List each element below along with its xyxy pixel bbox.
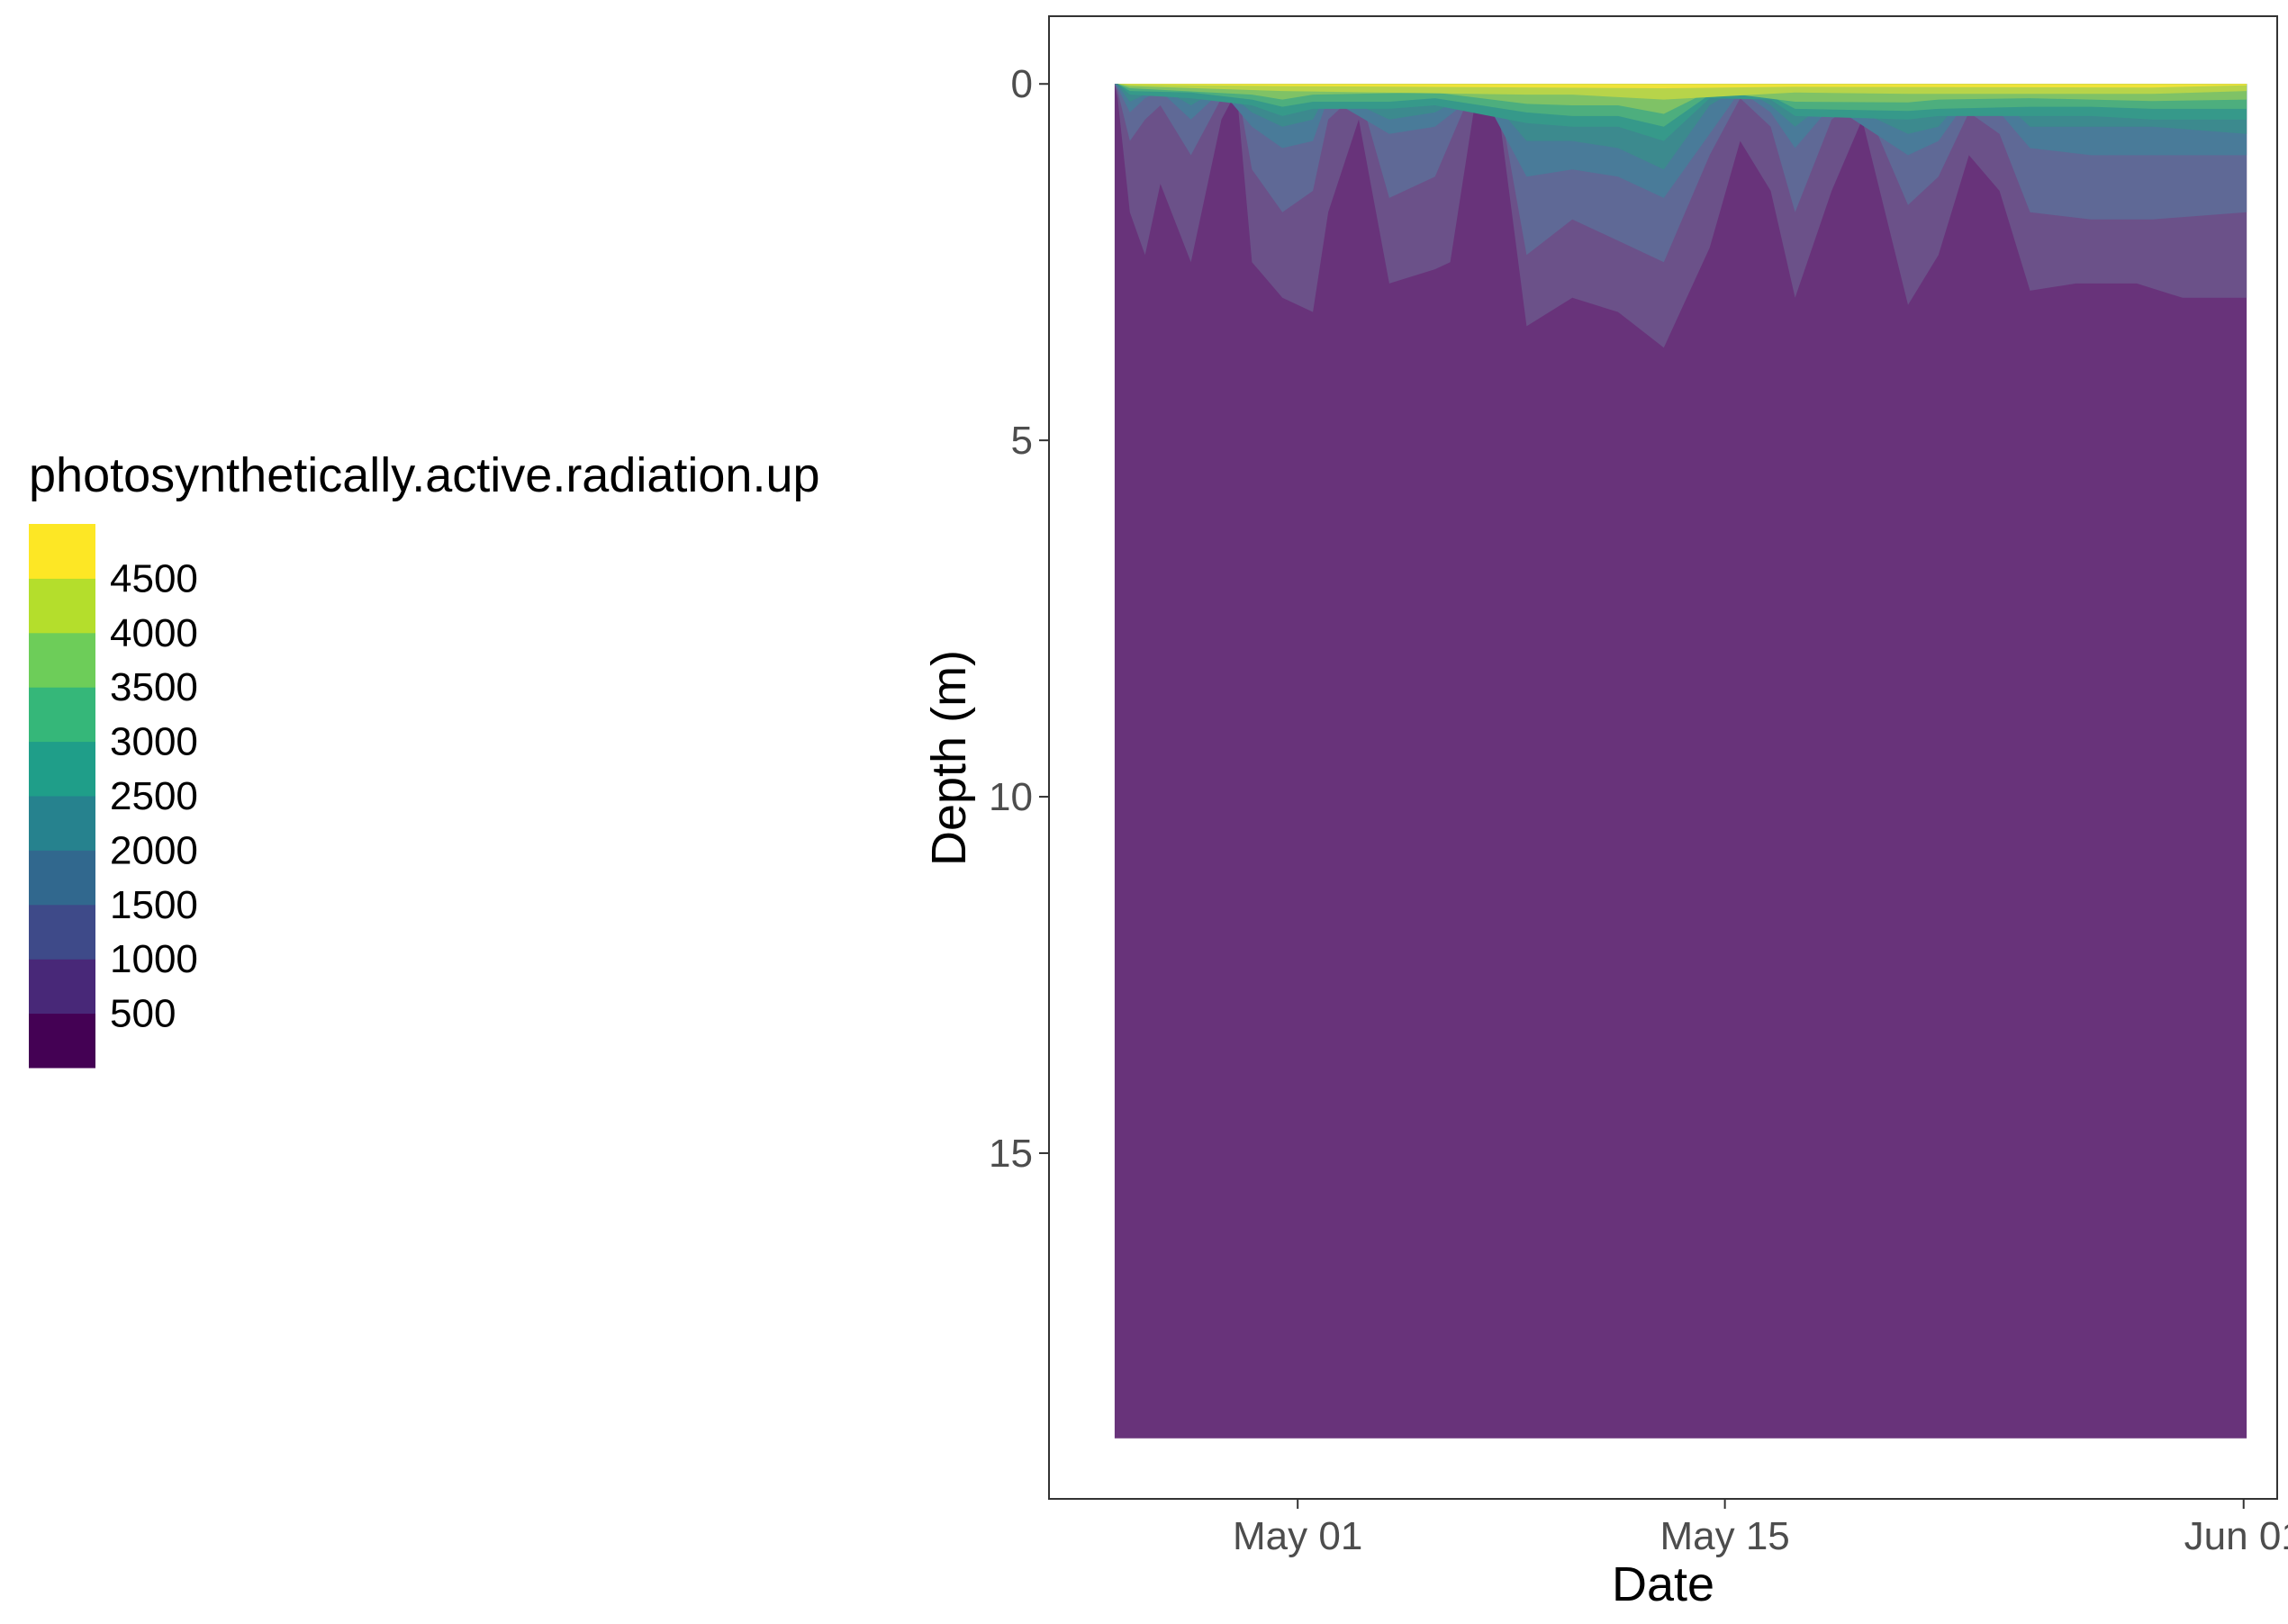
- legend-swatch: [29, 632, 95, 688]
- legend-labels: 4500 4000 3500 3000 2500 2000 1500 1000 500: [110, 556, 198, 1035]
- legend-swatch: [29, 741, 95, 797]
- legend-colorbar: [29, 524, 95, 1069]
- y-axis: 0 5 10 15: [989, 62, 1049, 1176]
- y-tick-label: 10: [989, 775, 1033, 819]
- legend-label: 2500: [110, 774, 198, 818]
- legend-label: 500: [110, 992, 176, 1036]
- plot-panel: [1048, 15, 2278, 1500]
- legend-swatch: [29, 524, 95, 579]
- contour-band-0: [1114, 84, 2247, 1439]
- contour-band-4500: [1114, 84, 2247, 88]
- legend-label: 3500: [110, 665, 198, 709]
- legend: photosynthetically.active.radiation.up 4…: [29, 448, 820, 1069]
- legend-swatch: [29, 959, 95, 1015]
- x-tick-label: May 15: [1659, 1514, 1789, 1558]
- legend-label: 4000: [110, 611, 198, 655]
- contour-band-4000: [1114, 84, 2247, 100]
- legend-swatch: [29, 578, 95, 634]
- x-tick-label: Jun 01: [2184, 1514, 2288, 1558]
- legend-label: 4500: [110, 556, 198, 600]
- legend-label: 1500: [110, 883, 198, 927]
- x-axis: May 01 May 15 Jun 01: [1233, 1499, 2288, 1558]
- legend-swatch: [29, 796, 95, 851]
- legend-swatch: [29, 904, 95, 960]
- panel-border: [1048, 15, 2278, 1500]
- legend-swatch: [29, 1013, 95, 1069]
- legend-swatch: [29, 687, 95, 743]
- y-tick-label: 0: [1011, 62, 1033, 106]
- legend-label: 2000: [110, 828, 198, 872]
- legend-title: photosynthetically.active.radiation.up: [29, 448, 820, 502]
- legend-label: 3000: [110, 720, 198, 764]
- legend-swatch: [29, 850, 95, 906]
- legend-label: 1000: [110, 937, 198, 981]
- contour-bands: [1114, 84, 2247, 1439]
- x-axis-title: Date: [1612, 1557, 1714, 1611]
- x-tick-label: May 01: [1233, 1514, 1362, 1558]
- y-tick-label: 5: [1011, 419, 1033, 463]
- y-tick-label: 15: [989, 1132, 1033, 1176]
- y-axis-title: Depth (m): [922, 650, 976, 866]
